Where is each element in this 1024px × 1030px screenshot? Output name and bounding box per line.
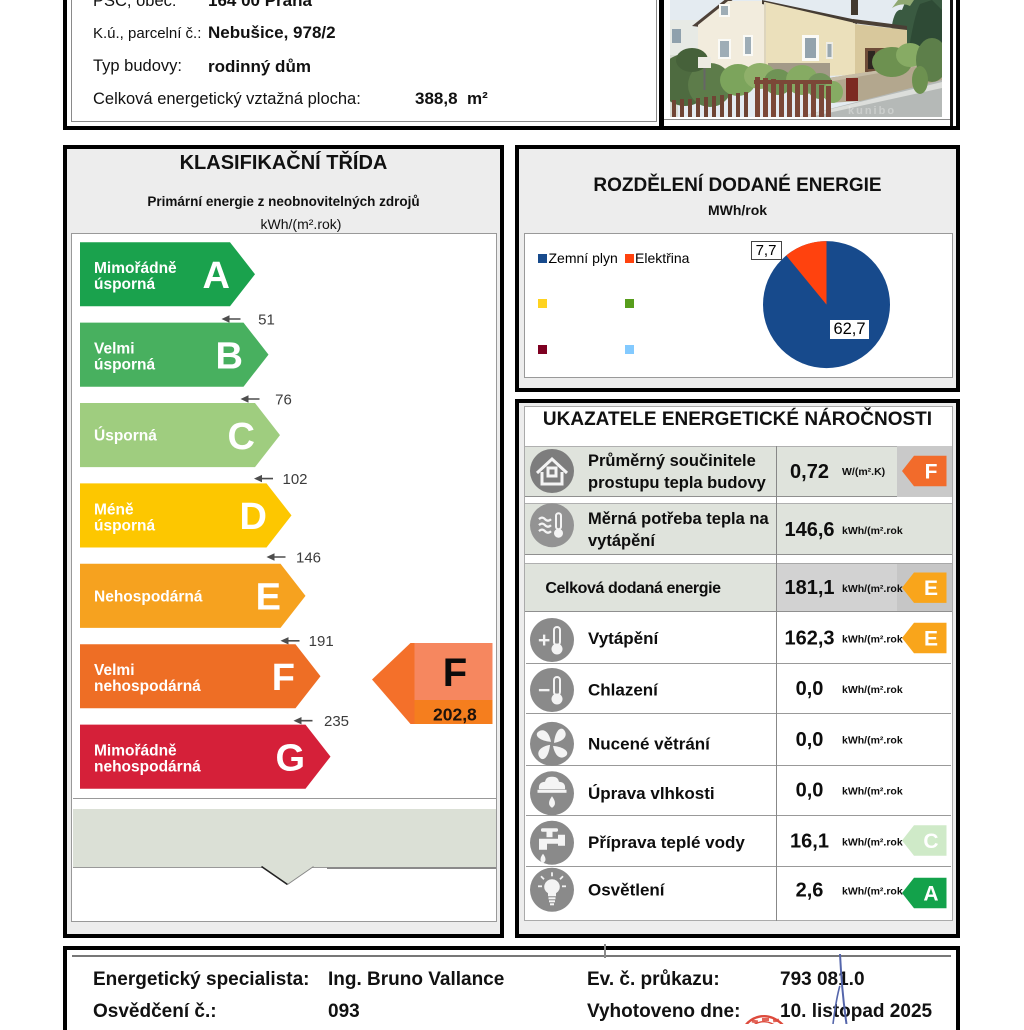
svg-text:191: 191 bbox=[308, 633, 333, 650]
svg-text:−: − bbox=[538, 679, 550, 702]
svg-text:nehospodárná: nehospodárná bbox=[94, 678, 201, 695]
svg-text:C: C bbox=[227, 416, 254, 458]
svg-text:2,6: 2,6 bbox=[796, 880, 824, 902]
svg-text:C: C bbox=[923, 830, 938, 853]
svg-text:úsporná: úsporná bbox=[94, 357, 156, 374]
svg-text:Úsporná: Úsporná bbox=[94, 427, 157, 445]
svg-text:Celková dodaná energie: Celková dodaná energie bbox=[545, 580, 721, 597]
svg-text:16,1: 16,1 bbox=[790, 831, 829, 853]
svg-text:0,0: 0,0 bbox=[796, 780, 824, 802]
svg-text:W/(m².K): W/(m².K) bbox=[842, 466, 885, 478]
svg-text:Chlazení: Chlazení bbox=[588, 681, 659, 700]
svg-text:E: E bbox=[924, 577, 938, 600]
svg-text:kWh/(m².rok: kWh/(m².rok bbox=[842, 735, 903, 747]
svg-text:G: G bbox=[275, 737, 305, 779]
svg-text:Velmi: Velmi bbox=[94, 341, 135, 358]
svg-text:kunibo: kunibo bbox=[848, 105, 896, 117]
svg-text:Osvětlení: Osvětlení bbox=[588, 880, 666, 899]
svg-text:prostupu tepla budovy: prostupu tepla budovy bbox=[588, 474, 767, 492]
svg-text:235: 235 bbox=[323, 713, 348, 730]
svg-text:B: B bbox=[215, 335, 242, 377]
svg-text:kWh/(m².rok: kWh/(m².rok bbox=[842, 583, 903, 595]
svg-text:Průměrný součinitele: Průměrný součinitele bbox=[588, 452, 756, 470]
svg-text:kWh/(m².rok: kWh/(m².rok bbox=[842, 633, 903, 645]
svg-text:D: D bbox=[239, 496, 266, 538]
svg-text:Velmi: Velmi bbox=[94, 662, 135, 679]
svg-text:Nucené větrání: Nucené větrání bbox=[588, 734, 711, 753]
svg-text:Mimořádně: Mimořádně bbox=[94, 743, 177, 760]
svg-text:0,0: 0,0 bbox=[796, 729, 824, 751]
svg-text:úsporná: úsporná bbox=[94, 276, 156, 293]
svg-text:E: E bbox=[255, 577, 280, 619]
svg-text:0,72: 0,72 bbox=[790, 461, 829, 483]
svg-text:úsporná: úsporná bbox=[94, 517, 156, 534]
svg-text:A: A bbox=[202, 255, 229, 297]
svg-text:Nehospodárná: Nehospodárná bbox=[94, 589, 203, 606]
svg-text:nehospodárná: nehospodárná bbox=[94, 759, 201, 776]
svg-text:F: F bbox=[271, 657, 294, 699]
svg-text:181,1: 181,1 bbox=[784, 577, 834, 599]
svg-text:0,0: 0,0 bbox=[796, 678, 824, 700]
svg-text:51: 51 bbox=[258, 311, 275, 328]
svg-text:146,6: 146,6 bbox=[784, 519, 834, 541]
svg-text:Méně: Méně bbox=[94, 501, 134, 518]
svg-text:vytápění: vytápění bbox=[588, 532, 656, 550]
svg-text:kWh/(m².rok: kWh/(m².rok bbox=[842, 786, 903, 798]
svg-text:F: F bbox=[925, 461, 938, 484]
svg-text:202,8: 202,8 bbox=[433, 704, 477, 724]
svg-text:Měrná potřeba tepla na: Měrná potřeba tepla na bbox=[588, 510, 769, 528]
svg-text:kWh/(m².rok: kWh/(m².rok bbox=[842, 885, 903, 897]
svg-text:Vytápění: Vytápění bbox=[588, 629, 660, 648]
svg-text:kWh/(m².rok: kWh/(m².rok bbox=[842, 836, 903, 848]
svg-text:Úprava vlhkosti: Úprava vlhkosti bbox=[588, 784, 715, 803]
svg-text:A: A bbox=[923, 883, 938, 906]
svg-text:F: F bbox=[442, 651, 466, 695]
svg-text:76: 76 bbox=[275, 391, 292, 408]
svg-text:E: E bbox=[924, 628, 938, 651]
svg-text:kWh/(m².rok: kWh/(m².rok bbox=[842, 525, 903, 537]
svg-text:Mimořádně: Mimořádně bbox=[94, 260, 177, 277]
svg-text:146: 146 bbox=[295, 549, 320, 566]
svg-text:102: 102 bbox=[282, 471, 307, 488]
svg-text:+: + bbox=[538, 629, 550, 652]
svg-text:Příprava teplé vody: Příprava teplé vody bbox=[588, 833, 745, 852]
svg-text:162,3: 162,3 bbox=[784, 628, 834, 650]
svg-text:kWh/(m².rok: kWh/(m².rok bbox=[842, 684, 903, 696]
